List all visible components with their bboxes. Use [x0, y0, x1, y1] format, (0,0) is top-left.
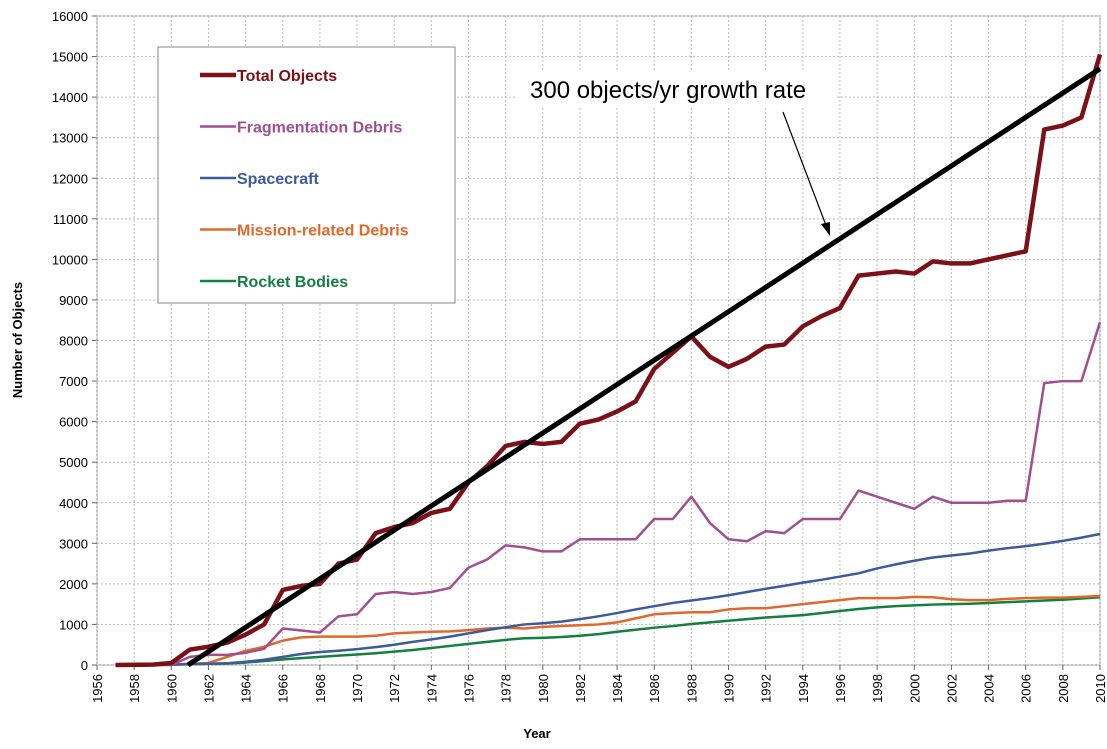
x-tick-label: 2004 [982, 674, 997, 703]
x-tick-label: 1956 [90, 674, 105, 703]
legend-label: Total Objects [237, 68, 337, 85]
legend-label: Spacecraft [237, 171, 319, 188]
x-tick-label: 1994 [796, 674, 811, 703]
y-tick-label: 11000 [53, 212, 88, 227]
y-tick-label: 16000 [52, 9, 88, 24]
x-axis-label: Year [523, 726, 550, 741]
y-tick-label: 9000 [59, 293, 88, 308]
x-tick-label: 1990 [722, 674, 737, 703]
x-tick-label: 1988 [684, 674, 699, 703]
x-tick-label: 1984 [610, 674, 625, 703]
y-tick-label: 15000 [52, 50, 88, 65]
series-line [115, 594, 1101, 667]
annotation: 300 objects/yr growth rate [530, 77, 806, 104]
y-tick-label: 4000 [59, 496, 88, 511]
x-tick-label: 2002 [944, 674, 959, 703]
x-tick-label: 1958 [127, 674, 142, 703]
legend-label: Fragmentation Debris [237, 120, 402, 137]
y-tick-label: 3000 [59, 536, 88, 551]
legend-label: Mission-related Debris [237, 223, 409, 240]
series-line [115, 532, 1101, 667]
y-tick-label: 2000 [59, 577, 88, 592]
y-axis-label: Number of Objects [10, 282, 25, 398]
y-tick-label: 12000 [52, 171, 88, 186]
x-tick-label: 1968 [313, 674, 328, 703]
x-tick-label: 1980 [536, 674, 551, 703]
y-tick-label: 5000 [59, 455, 88, 470]
x-tick-label: 1960 [164, 674, 179, 703]
x-tick-label: 1972 [387, 674, 402, 703]
x-tick-label: 1976 [461, 674, 476, 703]
x-tick-label: 1974 [424, 674, 439, 703]
y-tick-label: 6000 [59, 415, 88, 430]
x-tick-label: 1992 [759, 674, 774, 703]
annotation-arrow [782, 111, 828, 229]
y-tick-label: 1000 [59, 617, 88, 632]
x-tick-label: 1978 [499, 674, 514, 703]
arrow-head [821, 222, 830, 236]
x-tick-label: 1986 [647, 674, 662, 703]
x-tick-label: 1998 [870, 674, 885, 703]
x-tick-label: 2006 [1019, 674, 1034, 703]
legend-label: Rocket Bodies [237, 274, 348, 291]
series-line [115, 596, 1101, 667]
y-tick-label: 14000 [52, 90, 88, 105]
x-tick-label: 1982 [573, 674, 588, 703]
series-line [115, 53, 1103, 668]
series-line [115, 321, 1102, 667]
y-tick-label: 7000 [59, 374, 88, 389]
x-tick-label: 1962 [201, 674, 216, 703]
x-tick-label: 1964 [239, 674, 254, 703]
y-tick-label: 8000 [59, 334, 88, 349]
x-tick-label: 1966 [276, 674, 291, 703]
y-tick-label: 13000 [52, 131, 88, 146]
x-tick-label: 2010 [1093, 674, 1107, 703]
y-tick-label: 10000 [52, 252, 88, 267]
legend-box [157, 46, 456, 304]
x-tick-label: 2008 [1056, 674, 1071, 703]
x-tick-label: 2000 [907, 674, 922, 703]
x-tick-label: 1970 [350, 674, 365, 703]
y-tick-label: 0 [81, 658, 88, 673]
legend: Total Objects Fragmentation Debris Spacecr… [157, 46, 456, 304]
trend-line [186, 66, 1102, 668]
annotation-box [515, 70, 835, 108]
x-tick-label: 1996 [833, 674, 848, 703]
